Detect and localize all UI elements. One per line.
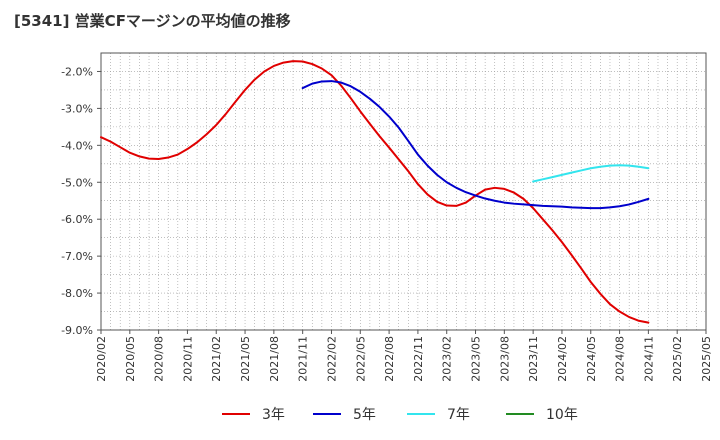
legend-label: 5年	[353, 407, 376, 423]
x-tick-label: 2021/11	[297, 336, 310, 382]
legend-swatch	[313, 413, 341, 415]
x-tick-label: 2021/08	[268, 336, 281, 382]
legend-item: 10年	[506, 402, 578, 426]
x-tick-label: 2023/11	[527, 336, 540, 382]
legend-item: 5年	[313, 402, 376, 426]
x-tick-label: 2020/05	[124, 336, 137, 382]
x-tick-label: 2024/08	[614, 336, 627, 382]
x-tick-label: 2023/02	[441, 336, 454, 382]
x-tick-label: 2022/11	[412, 336, 425, 382]
x-tick-label: 2022/08	[383, 336, 396, 382]
y-tick-label: -8.0%	[61, 287, 93, 300]
legend-swatch	[506, 413, 534, 415]
series-lines	[100, 60, 650, 324]
y-tick-label: -3.0%	[61, 102, 93, 115]
x-tick-label: 2024/05	[585, 336, 598, 382]
chart-title: [5341] 営業CFマージンの平均値の推移	[14, 12, 291, 30]
x-tick-label: 2022/05	[354, 336, 367, 382]
series-line-3年	[100, 60, 650, 324]
plot-area	[101, 53, 706, 330]
y-tick-label: -2.0%	[61, 65, 93, 78]
legend-item: 7年	[407, 402, 470, 426]
x-tick-label: 2022/02	[325, 336, 338, 382]
y-tick-label: -6.0%	[61, 213, 93, 226]
x-tick-label: 2025/02	[671, 336, 684, 382]
x-tick-label: 2023/08	[498, 336, 511, 382]
legend-label: 3年	[262, 407, 285, 423]
series-line-7年	[532, 164, 650, 183]
y-tick-label: -7.0%	[61, 250, 93, 263]
y-tick-label: -9.0%	[61, 324, 93, 337]
legend-label: 7年	[447, 407, 470, 423]
x-tick-label: 2021/05	[239, 336, 252, 382]
x-tick-label: 2021/02	[210, 336, 223, 382]
legend-swatch	[407, 413, 435, 415]
plot-frame	[100, 52, 707, 331]
axes: -2.0% -3.0% -4.0% -5.0% -6.0% -7.0% -8.0% -9.0%…	[61, 52, 713, 382]
legend-swatch	[222, 413, 250, 415]
x-tick-label: 2025/05	[700, 336, 713, 382]
series-line-5年	[301, 80, 650, 210]
legend-item: 3年	[222, 402, 285, 426]
y-tick-label: -4.0%	[61, 139, 93, 152]
x-tick-label: 2020/11	[181, 336, 194, 382]
x-tick-label: 2020/08	[153, 336, 166, 382]
x-tick-label: 2024/02	[556, 336, 569, 382]
x-tick-label: 2023/05	[470, 336, 483, 382]
grid	[100, 52, 707, 331]
x-tick-label: 2020/02	[95, 336, 108, 382]
legend: 3年 5年 7年 10年	[0, 402, 720, 426]
x-tick-label: 2024/11	[642, 336, 655, 382]
y-tick-label: -5.0%	[61, 176, 93, 189]
legend-label: 10年	[546, 407, 578, 423]
